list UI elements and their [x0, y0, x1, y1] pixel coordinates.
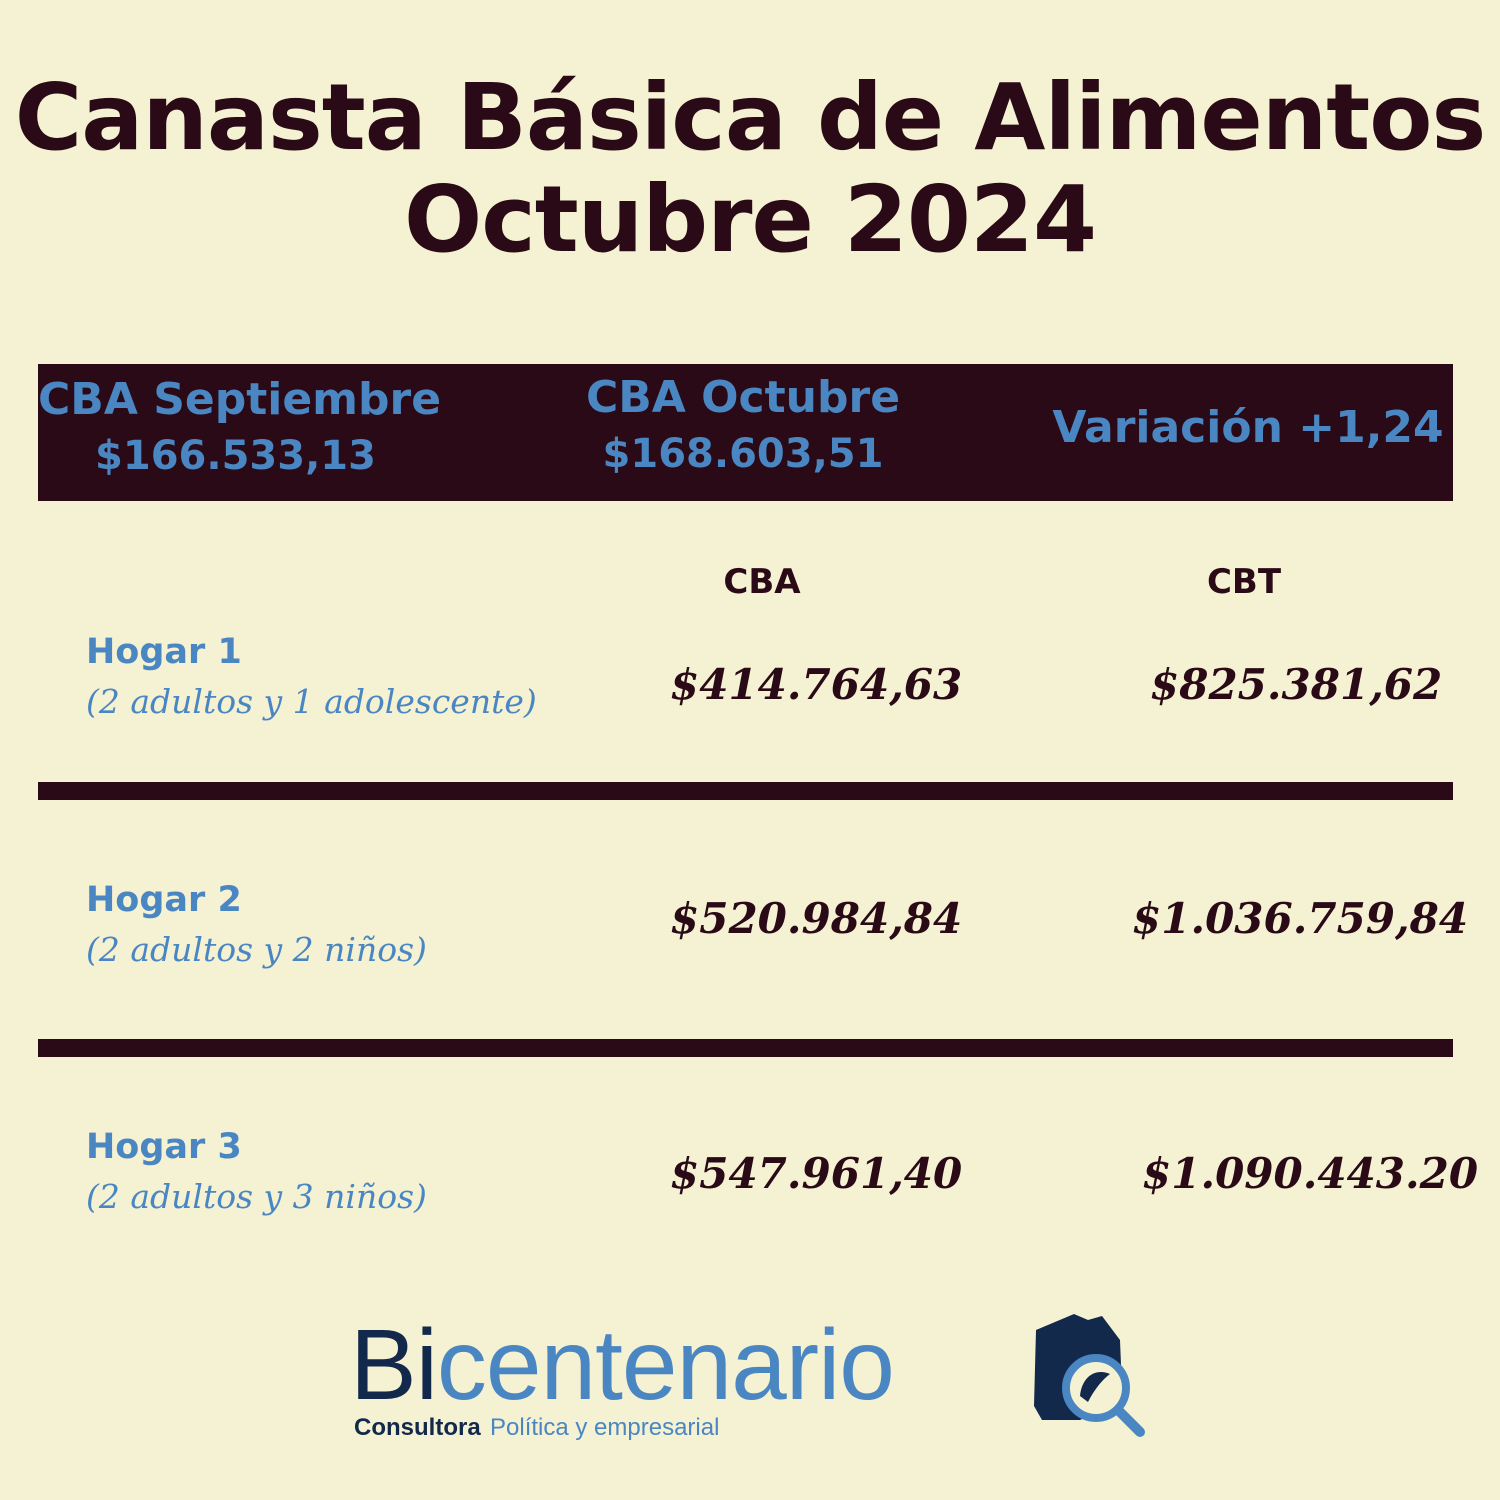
cba-amount: $414.764,63 — [670, 660, 963, 709]
household-name: Hogar 2 — [86, 880, 242, 920]
logo-wordmark: Bicentenario — [350, 1309, 895, 1421]
cba-september-value: $166.533,13 — [95, 433, 376, 479]
column-header-cba: CBA — [723, 562, 801, 602]
logo-word-bi: Bi — [350, 1309, 438, 1421]
house-magnifier-icon — [1034, 1314, 1145, 1437]
cba-september-label: CBA Septiembre — [38, 374, 442, 425]
summary-band: CBA Septiembre $166.533,13 CBA Octubre $… — [38, 364, 1453, 501]
cba-amount: $547.961,40 — [670, 1149, 963, 1198]
household-name: Hogar 3 — [86, 1127, 242, 1167]
cbt-amount: $1.036.759,84 — [1132, 894, 1469, 943]
row-divider — [38, 1039, 1453, 1057]
cba-october-value: $168.603,51 — [602, 431, 884, 477]
cba-october-cell: CBA Octubre $168.603,51 — [543, 370, 943, 482]
cba-september-cell: CBA Septiembre $166.533,13 — [38, 372, 442, 484]
row-divider — [38, 782, 1453, 800]
table-row: Hogar 1 (2 adultos y 1 adolescente) $414… — [0, 632, 1500, 752]
page-subtitle: Octubre 2024 — [404, 166, 1097, 273]
column-header-cbt: CBT — [1206, 562, 1282, 602]
logo-sub-tagline: Política y empresarial — [490, 1414, 720, 1441]
household-name: Hogar 1 — [86, 632, 242, 672]
variation-cell: Variación +1,24 — [1048, 400, 1448, 456]
page-title: Canasta Básica de Alimentos — [14, 64, 1486, 171]
household-description: (2 adultos y 2 niños) — [86, 930, 427, 969]
household-description: (2 adultos y 3 niños) — [86, 1177, 427, 1216]
cba-amount: $520.984,84 — [670, 894, 963, 943]
cbt-amount: $1.090.443.20 — [1142, 1149, 1479, 1198]
logo-sub-consultora: Consultora — [354, 1414, 481, 1441]
cbt-amount: $825.381,62 — [1150, 660, 1443, 709]
bicentenario-logo: Bicentenario Consultora Política y empre… — [350, 1310, 1170, 1460]
logo-word-centenario: centenario — [436, 1309, 895, 1421]
household-description: (2 adultos y 1 adolescente) — [86, 682, 537, 721]
table-row: Hogar 2 (2 adultos y 2 niños) $520.984,8… — [0, 880, 1500, 1000]
cba-october-label: CBA Octubre — [585, 372, 901, 423]
table-row: Hogar 3 (2 adultos y 3 niños) $547.961,4… — [0, 1127, 1500, 1247]
variation-label: Variación +1,24 — [1052, 402, 1444, 453]
